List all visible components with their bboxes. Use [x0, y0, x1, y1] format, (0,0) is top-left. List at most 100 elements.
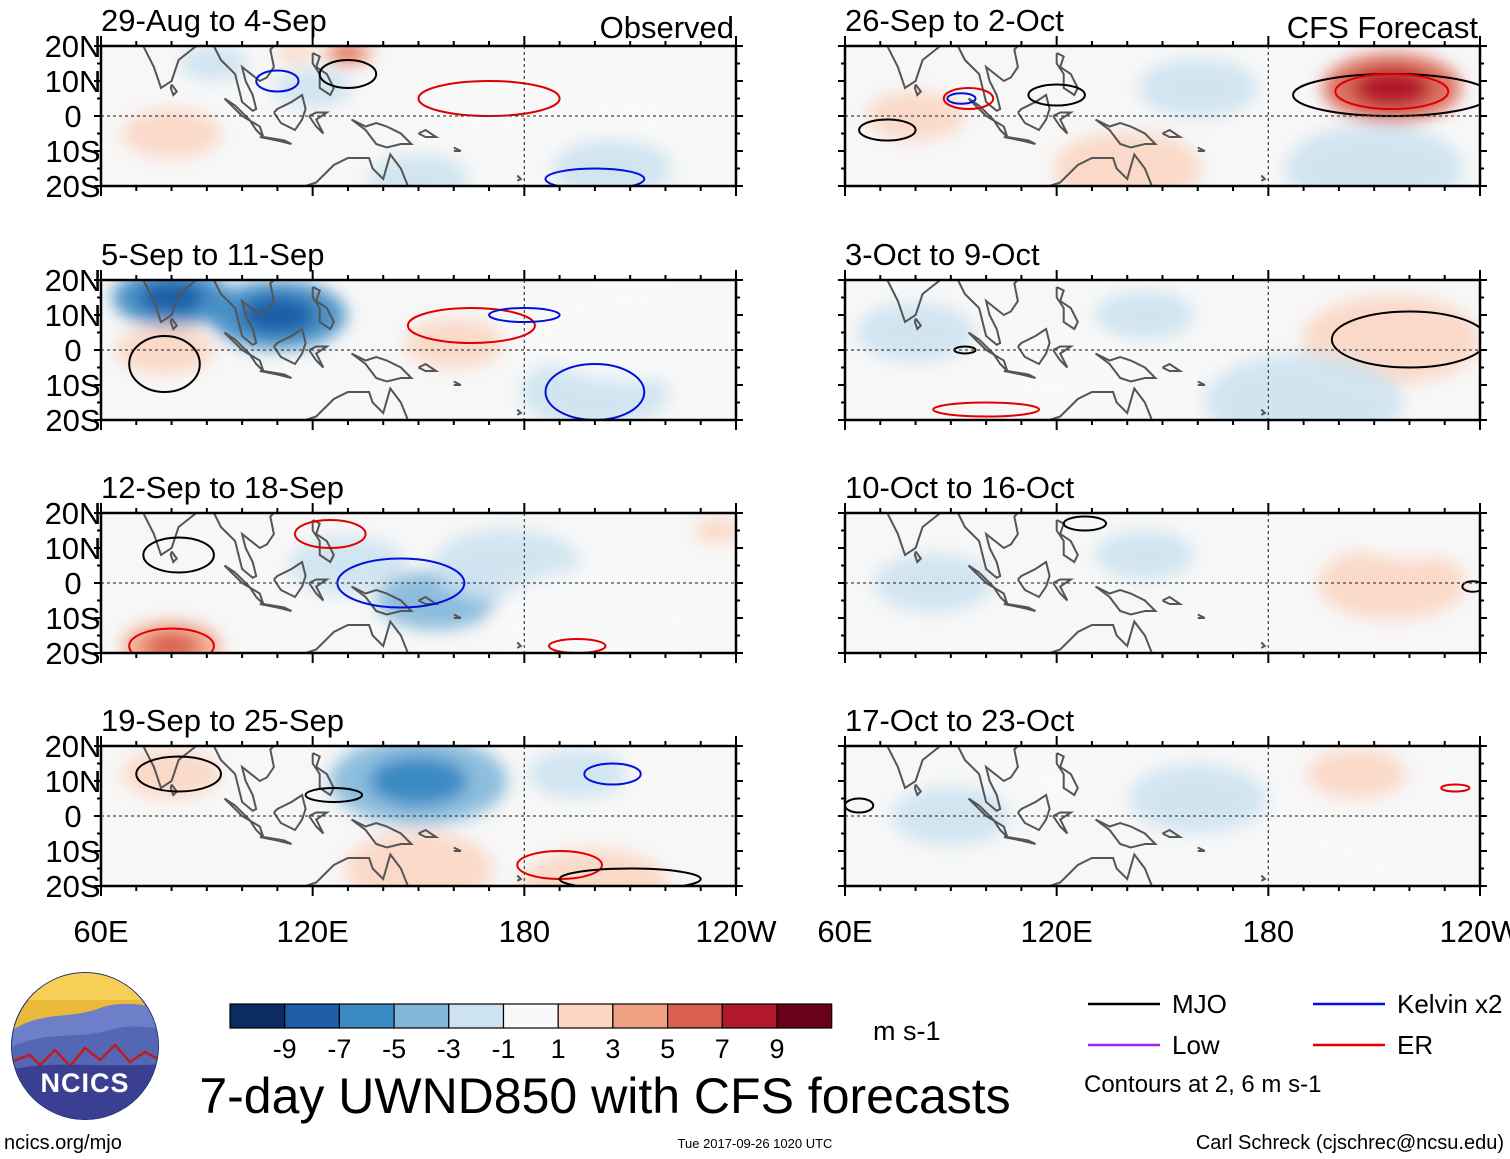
wave-contour: [128, 627, 215, 653]
coastline: [141, 513, 199, 557]
legend-label: MJO: [1172, 989, 1227, 1019]
panel-title: 26-Sep to 2-Oct: [845, 3, 1064, 38]
coastline: [1162, 128, 1184, 138]
colorbar-label: 3: [605, 1034, 620, 1064]
colorbar-swatch: [776, 1003, 833, 1029]
legend-item: Kelvin x2: [1313, 989, 1503, 1019]
lat-tick-label: 20N: [45, 496, 102, 531]
column-label: Observed: [600, 10, 734, 45]
panel-title: 3-Oct to 9-Oct: [845, 237, 1040, 272]
colorbar: -9 -7 -5 -3 -1 1 3 5 7 9: [229, 1003, 833, 1064]
coastline: [308, 345, 331, 369]
coastline: [957, 280, 1020, 346]
coastline: [141, 46, 199, 90]
coastline: [1260, 174, 1267, 182]
colorbar-swatch: [229, 1003, 286, 1029]
coastline: [141, 746, 199, 790]
coastline: [913, 317, 923, 331]
coastline: [957, 746, 1020, 812]
colorbar-label: -9: [273, 1034, 297, 1064]
coastline: [1003, 836, 1036, 845]
coastline: [1003, 603, 1036, 612]
colorbar-label: 5: [660, 1034, 675, 1064]
coastline: [1003, 370, 1036, 379]
coastline: [1197, 613, 1206, 619]
coastline: [1003, 136, 1036, 145]
coastline: [1162, 362, 1184, 372]
lat-tick-label: 10N: [45, 64, 102, 99]
wave-contour: [318, 59, 378, 89]
lat-tick-label: 20S: [45, 636, 100, 671]
panels-layer: 20N10N010S20S20N10N010S20S20N10N010S20S2…: [45, 29, 1510, 949]
wind-anomaly-cell: [1095, 530, 1195, 580]
wave-contour: [1330, 310, 1480, 369]
coastline: [213, 513, 276, 579]
colorbar-swatch: [557, 1003, 614, 1029]
wind-anomaly-core: [1353, 69, 1430, 107]
legend-item: MJO: [1088, 989, 1227, 1019]
lon-tick-label: 180: [498, 914, 550, 949]
wind-anomaly-cell: [1285, 124, 1464, 186]
colorbar-label: 7: [715, 1034, 730, 1064]
coastline: [311, 52, 335, 97]
wave-contour: [1334, 73, 1450, 110]
lat-tick-label: 10N: [45, 531, 102, 566]
coastline: [273, 560, 307, 599]
lat-tick-label: 20N: [45, 729, 102, 764]
coastline: [913, 783, 923, 797]
lat-tick-label: 10S: [45, 601, 100, 636]
wave-contour: [858, 118, 917, 142]
coastline: [453, 613, 462, 619]
legend-item: Low: [1088, 1030, 1220, 1060]
lat-tick-label: 10N: [45, 298, 102, 333]
wind-anomaly-cell: [891, 786, 1011, 846]
wave-contour: [558, 867, 702, 886]
coastline: [1052, 578, 1075, 602]
coastline: [259, 836, 292, 845]
legend-label: Low: [1172, 1030, 1220, 1060]
colorbar-label: -3: [437, 1034, 461, 1064]
panel-title: 17-Oct to 23-Oct: [845, 703, 1075, 738]
wave-contour: [946, 92, 977, 105]
coastline: [1055, 52, 1079, 97]
coastline: [1017, 560, 1051, 599]
coastline: [169, 550, 179, 564]
map-panel: 60E 120E 180 120W: [817, 736, 1510, 949]
coastline: [913, 550, 923, 564]
coastline: [516, 174, 523, 182]
colorbar-label: -1: [491, 1034, 515, 1064]
coastline: [885, 280, 943, 324]
lat-tick-label: 10N: [45, 764, 102, 799]
lat-tick-label: 20N: [45, 263, 102, 298]
lon-tick-label: 120E: [1020, 914, 1092, 949]
panel-title: 12-Sep to 18-Sep: [101, 470, 344, 505]
wave-contour: [406, 307, 536, 344]
wind-anomaly-cell: [527, 749, 627, 799]
wave-contour: [544, 363, 646, 420]
colorbar-label: -5: [382, 1034, 406, 1064]
coastline: [213, 746, 276, 812]
wave-contour: [255, 69, 300, 93]
coastline: [1017, 327, 1051, 366]
lon-tick-label: 120W: [1440, 914, 1510, 949]
coastline: [1260, 874, 1267, 882]
coastline: [350, 352, 414, 383]
wind-anomaly-cell: [273, 68, 353, 108]
colorbar-label: -7: [327, 1034, 351, 1064]
coastline: [259, 136, 292, 145]
wind-anomaly-core: [239, 296, 316, 334]
legend-label: ER: [1397, 1030, 1433, 1060]
panel-title: 5-Sep to 11-Sep: [101, 237, 324, 272]
lon-tick-label: 120E: [276, 914, 348, 949]
colorbar-swatch: [612, 1003, 669, 1029]
panel-title: 19-Sep to 25-Sep: [101, 703, 344, 738]
footer-url[interactable]: ncics.org/mjo: [4, 1132, 122, 1154]
coastline: [1260, 408, 1267, 416]
lat-tick-label: 0: [64, 566, 81, 601]
wind-anomaly-cell: [115, 325, 214, 375]
wind-anomaly-cell: [1138, 58, 1258, 118]
coastline: [885, 46, 943, 90]
coastline: [418, 128, 440, 138]
lat-tick-label: 20S: [45, 403, 100, 438]
colorbar-label: 1: [551, 1034, 566, 1064]
